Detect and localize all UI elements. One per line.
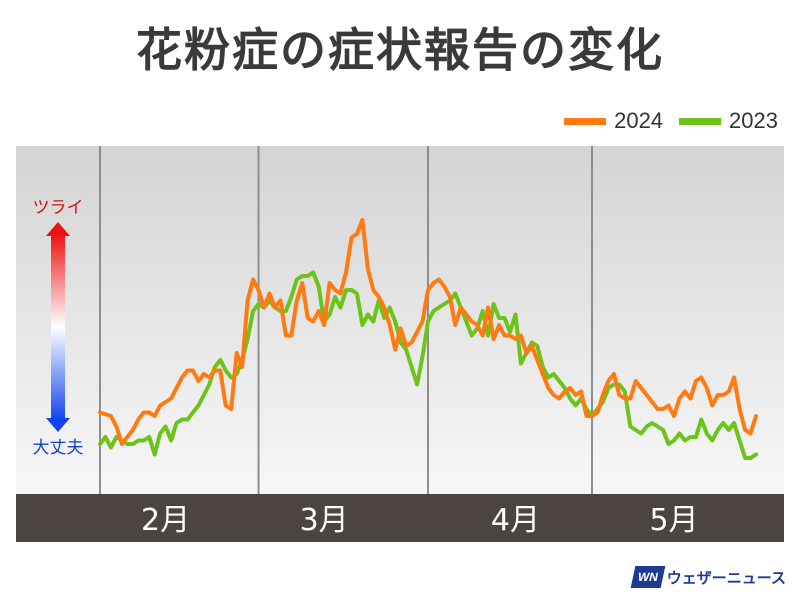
- month-label-4: 5月: [649, 503, 698, 538]
- legend: 2024 2023: [548, 108, 778, 134]
- legend-item-2023: 2023: [679, 108, 778, 134]
- chart-title: 花粉症の症状報告の変化: [136, 23, 664, 77]
- weathernews-logo-icon: WN: [630, 566, 666, 588]
- legend-label-2023: 2023: [729, 108, 778, 133]
- legend-swatch-2023: [679, 117, 722, 125]
- scale-arrow-down: [46, 418, 70, 432]
- legend-swatch-2024: [564, 117, 607, 125]
- scale-bar: [51, 234, 65, 420]
- scale-bottom-label: 大丈夫: [33, 438, 84, 458]
- month-label-1: 2月: [141, 503, 190, 538]
- series-line-2024: [98, 218, 758, 446]
- intensity-scale: ツライ 大丈夫: [33, 198, 84, 458]
- month-label-2: 3月: [300, 503, 349, 538]
- brand-name: ウェザーニュース: [666, 568, 786, 587]
- legend-label-2024: 2024: [614, 108, 664, 133]
- scale-arrow-up: [46, 222, 70, 236]
- month-label-3: 4月: [491, 503, 540, 538]
- series-line-2023: [98, 270, 758, 460]
- legend-item-2024: 2024: [564, 108, 663, 134]
- plot-background: [16, 146, 784, 494]
- scale-top-label: ツライ: [33, 198, 84, 218]
- month-axis-band: [16, 494, 784, 542]
- brand-logo: WN ウェザーニュース: [630, 566, 786, 588]
